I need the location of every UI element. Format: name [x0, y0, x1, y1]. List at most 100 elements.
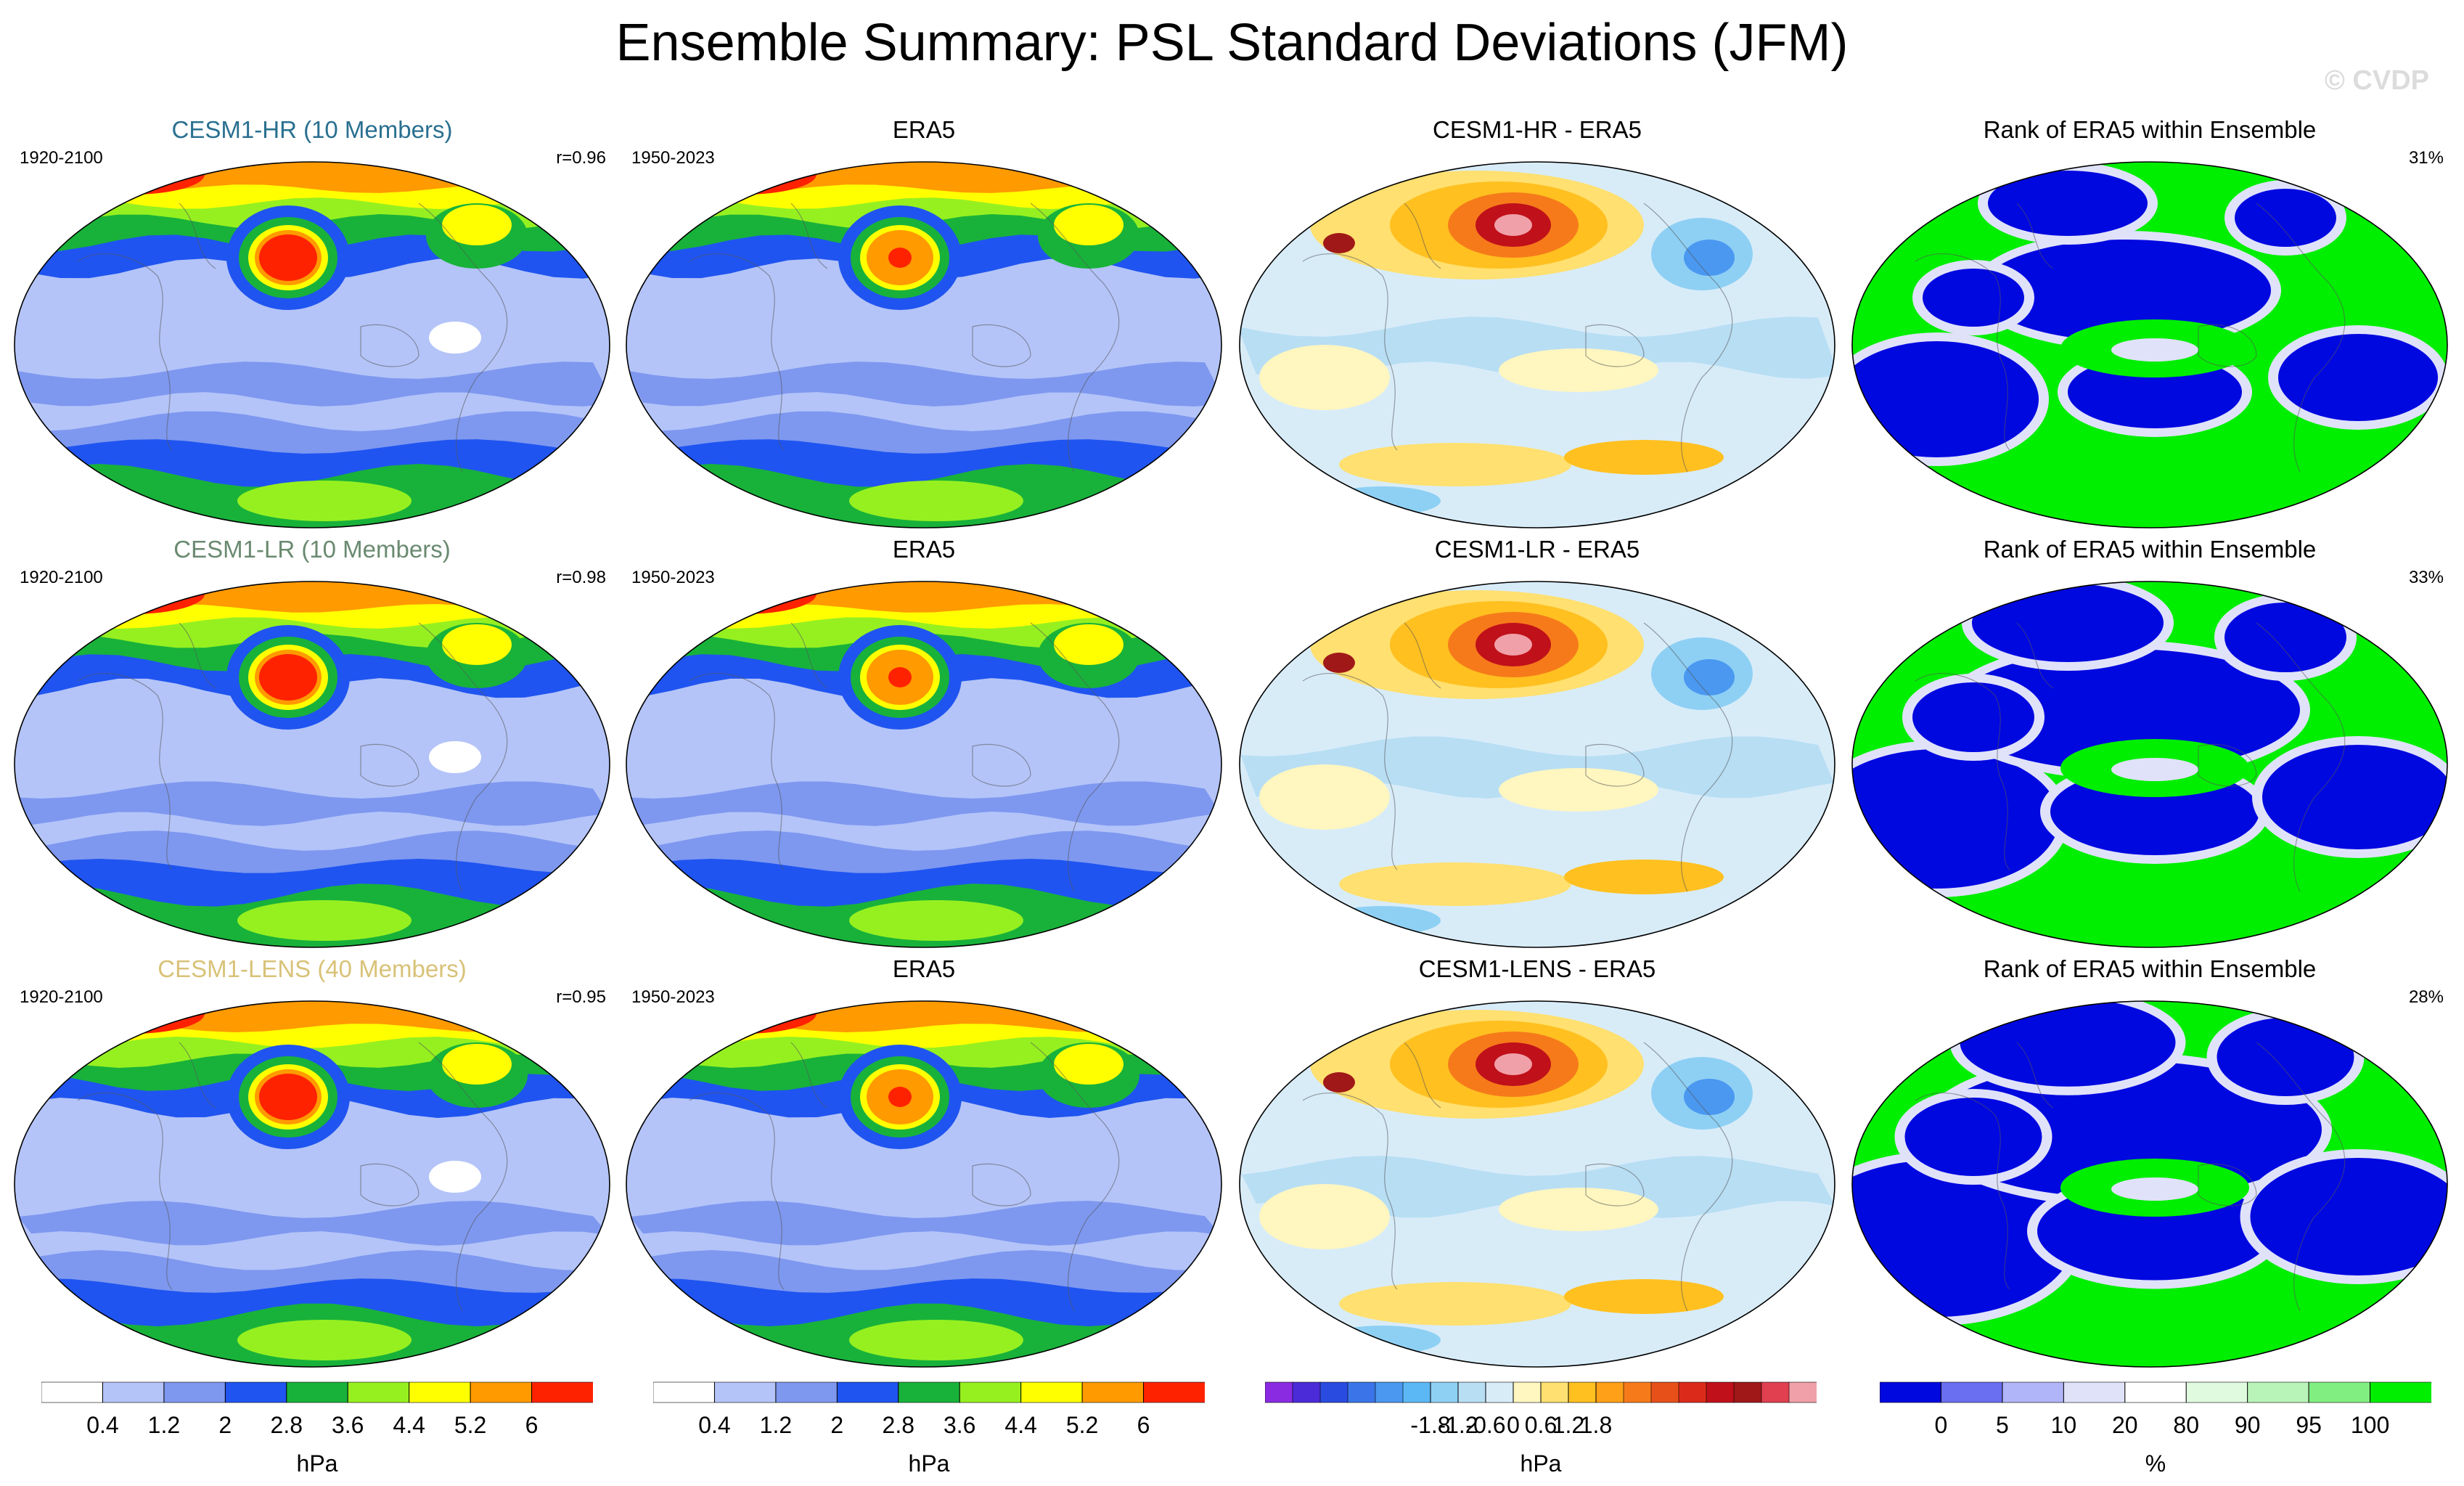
- field-blob: [2111, 338, 2198, 362]
- field-blob: [1323, 653, 1355, 673]
- rank-percent: 28%: [2408, 987, 2444, 1007]
- colorbar-swatch: [1430, 1381, 1459, 1403]
- coastline: [1302, 1093, 1398, 1290]
- colorbar-swatch: [714, 1381, 777, 1403]
- colorbar-swatch: [1143, 1381, 1205, 1403]
- model-title: CESM1-LENS (40 Members): [157, 955, 467, 982]
- field-blob: [237, 900, 412, 941]
- coastline: [179, 203, 216, 269]
- model-years: 1920-2100: [20, 148, 103, 168]
- diff-title: CESM1-HR - ERA5: [1433, 116, 1642, 143]
- map-obs-row2: [626, 581, 1222, 948]
- colorbar-swatch: [1347, 1381, 1376, 1403]
- field-blob: [888, 248, 912, 268]
- field-blob: [1339, 443, 1571, 486]
- coastline: [790, 1042, 828, 1109]
- map-diff-row2: [1239, 581, 1835, 948]
- colorbar-diff: -1.8 -1.2 -0.6 0 0.6 1.2 1.8 hPa: [1265, 1381, 1817, 1482]
- colorbar-tick-label: 95: [2296, 1412, 2322, 1438]
- field-blob: [849, 481, 1023, 521]
- field-blob: [1988, 171, 2148, 236]
- obs-title: ERA5: [892, 536, 956, 563]
- colorbar-swatch: [102, 1381, 165, 1403]
- coastline: [77, 673, 173, 870]
- field-blob: [2278, 334, 2438, 421]
- colorbar-swatch: [1650, 1381, 1679, 1403]
- field-blob: [1323, 233, 1355, 253]
- field-blob: [429, 1161, 481, 1193]
- map-outline: [1239, 161, 1835, 528]
- field-blob: [1259, 764, 1390, 830]
- field-blob: [2224, 603, 2346, 672]
- coastline: [1915, 673, 2010, 870]
- colorbar-swatch: [470, 1381, 533, 1403]
- coastline: [972, 1163, 1031, 1207]
- coastline: [77, 1093, 173, 1290]
- field-blob: [1564, 440, 1724, 475]
- coastline: [1915, 1093, 2010, 1290]
- field-blob: [259, 234, 317, 281]
- field-blob: [888, 1087, 912, 1107]
- coastline: [689, 1093, 785, 1290]
- field-blob: [237, 481, 412, 521]
- obs-years: 1950-2023: [631, 568, 715, 587]
- colorbar-tick-label: -1.8: [1410, 1412, 1450, 1438]
- field-band: [15, 781, 610, 826]
- field-blob: [849, 1320, 1023, 1360]
- colorbar-tick-label: -0.6: [1465, 1412, 1505, 1438]
- field-blob: [1259, 345, 1390, 410]
- colorbar-unit: hPa: [296, 1450, 338, 1477]
- field-blob: [1904, 1098, 2042, 1176]
- map-outline: [626, 161, 1222, 528]
- field-blob: [237, 1320, 412, 1360]
- coastline: [1302, 253, 1398, 451]
- coastline: [2016, 203, 2054, 269]
- field-blob: [1912, 682, 2034, 752]
- colorbar-swatch: [1020, 1381, 1083, 1403]
- colorbar-tick-label: 6: [525, 1412, 539, 1438]
- colorbar-tick-label: 80: [2173, 1412, 2199, 1438]
- coastline: [2256, 203, 2346, 473]
- map-outline: [1851, 1000, 2448, 1368]
- coastline: [418, 622, 508, 892]
- colorbar-swatch: [163, 1381, 226, 1403]
- field-blob: [1684, 659, 1735, 695]
- colorbar-tick-label: 0: [1935, 1412, 1948, 1438]
- field-blob: [849, 900, 1023, 941]
- colorbar-swatch: [1319, 1381, 1348, 1403]
- coastline: [2198, 1163, 2257, 1207]
- colorbar-swatch: [347, 1381, 410, 1403]
- map-rank-row2: [1851, 581, 2448, 948]
- coastline: [418, 1042, 508, 1312]
- coastline: [77, 253, 173, 451]
- coastlines: [1302, 1042, 1733, 1312]
- coastline: [972, 743, 1031, 787]
- coastline: [1643, 1042, 1733, 1312]
- coastline: [2016, 1042, 2054, 1109]
- field-blob: [1972, 584, 2164, 662]
- colorbar-unit: %: [2145, 1450, 2166, 1477]
- field-blob: [1323, 1072, 1355, 1093]
- colorbar-swatch: [2063, 1381, 2126, 1403]
- panel-rank-row3: Rank of ERA5 within Ensemble 28%: [1841, 955, 2458, 1376]
- diff-title: CESM1-LENS - ERA5: [1418, 955, 1656, 982]
- field-blob: [1852, 341, 2039, 457]
- colorbar-unit: hPa: [1520, 1450, 1562, 1477]
- colorbar-swatch: [2308, 1381, 2371, 1403]
- colorbar-swatch: [653, 1381, 716, 1403]
- coastline: [689, 253, 785, 451]
- coastline: [1404, 622, 1441, 689]
- colorbar-tick-label: 2.8: [883, 1412, 914, 1438]
- field-blob: [429, 741, 481, 773]
- colorbar-swatch: [1595, 1381, 1624, 1403]
- rank-title: Rank of ERA5 within Ensemble: [1983, 955, 2317, 982]
- field-blob: [1054, 624, 1123, 665]
- colorbar-rank-svg: 0 5 10 20 80 90 95 100: [1880, 1381, 2431, 1438]
- coastline: [360, 743, 419, 787]
- colorbar-swatch: [2124, 1381, 2187, 1403]
- colorbar-tick-label: 5: [1996, 1412, 2009, 1438]
- map-obs-row3: [626, 1000, 1222, 1368]
- coastline: [1643, 203, 1733, 473]
- colorbar-tick-label: 1.2: [1552, 1412, 1584, 1438]
- field-blob: [888, 667, 912, 687]
